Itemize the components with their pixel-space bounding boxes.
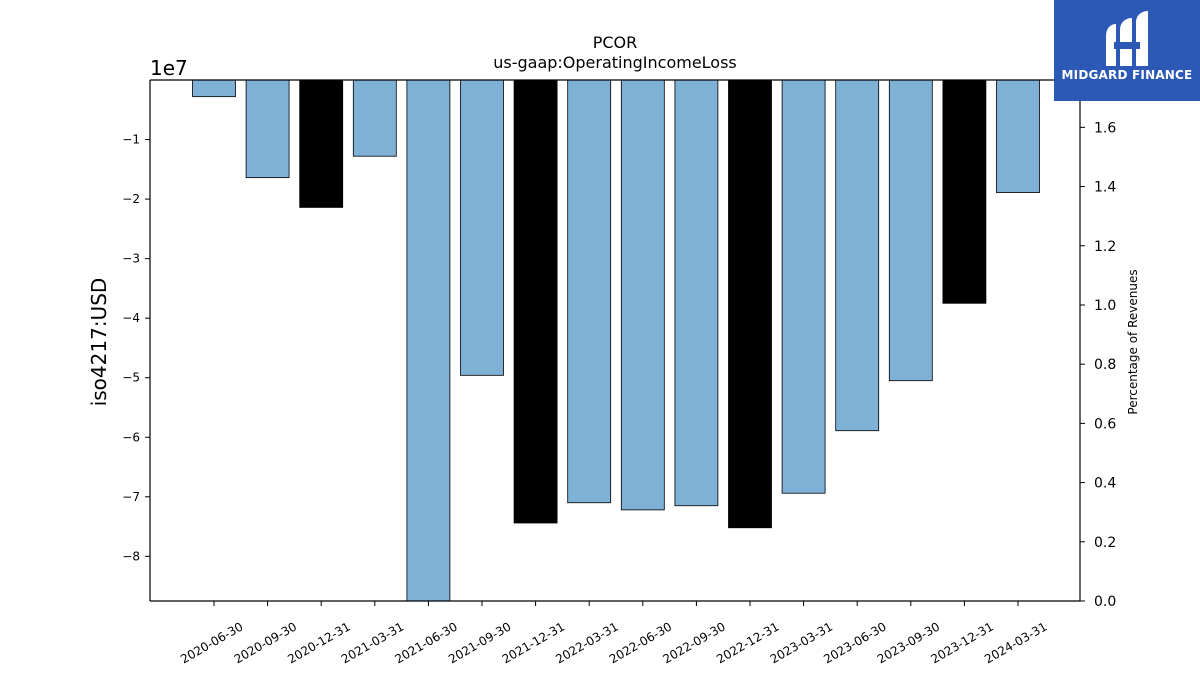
y-axis-label: iso4217:USD (87, 278, 111, 407)
y2-tick-label: 1.0 (1094, 298, 1116, 314)
y-tick-label: −3 (122, 252, 140, 266)
bar (674, 79, 719, 507)
bar (620, 79, 665, 511)
y-tick-label: −2 (122, 192, 140, 206)
y2-tick-label: 1.6 (1094, 120, 1116, 136)
y2-tick-label: 1.4 (1094, 180, 1116, 196)
y2-tick-label: 1.2 (1094, 239, 1116, 255)
bar (352, 79, 397, 157)
y2-axis-label: Percentage of Revenues (1126, 269, 1140, 414)
y-offset-label: 1e7 (150, 56, 188, 80)
bar (781, 79, 826, 494)
bar (245, 79, 290, 179)
y2-tick-label: 0.4 (1094, 476, 1116, 492)
bar (888, 79, 933, 382)
bar (513, 79, 558, 524)
brand-logo: MIDGARD FINANCE (1054, 0, 1200, 101)
y-tick-label: −8 (122, 549, 140, 563)
bar (728, 79, 772, 529)
y2-tick-label: 0.6 (1094, 416, 1116, 432)
y-tick-label: −6 (122, 430, 140, 444)
bars-group (192, 79, 1040, 602)
y-tick-label: −5 (122, 371, 140, 385)
bar (460, 79, 504, 376)
bar (192, 79, 236, 98)
y-tick-label: −7 (122, 490, 140, 504)
y-tick-label: −1 (122, 133, 140, 147)
y-tick-label: −4 (122, 311, 140, 325)
bar (567, 79, 612, 504)
chart-subtitle: us-gaap:OperatingIncomeLoss (493, 53, 737, 72)
bar (299, 79, 344, 208)
y2-tick-label: 0.8 (1094, 357, 1116, 373)
bar (942, 79, 987, 304)
midgard-logo-icon (1106, 11, 1148, 66)
logo-text: MIDGARD FINANCE (1061, 68, 1193, 82)
bar (996, 79, 1040, 193)
bar (406, 79, 451, 602)
chart-title: PCOR (593, 33, 638, 52)
y2-tick-label: 0.0 (1094, 594, 1116, 610)
y2-tick-label: 0.2 (1094, 535, 1116, 551)
bar (835, 79, 880, 432)
